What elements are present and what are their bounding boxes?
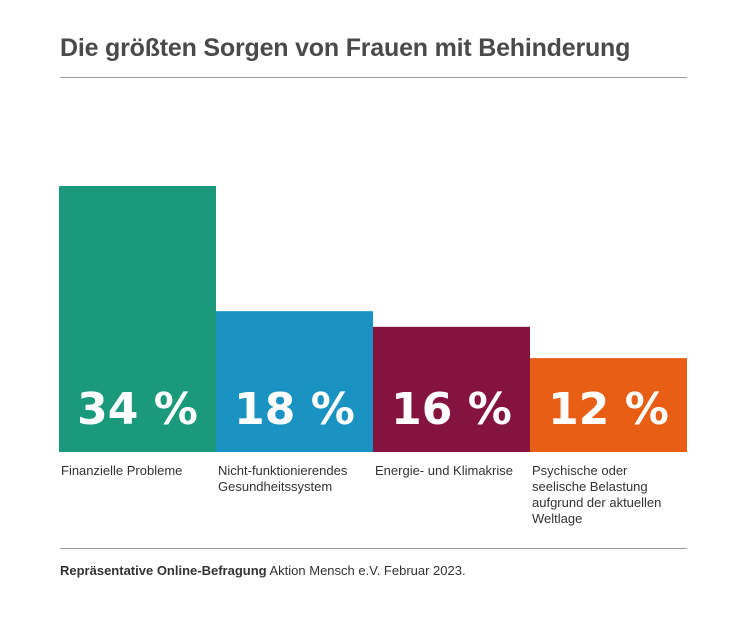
bar-value-label-3: 12 % — [548, 384, 669, 435]
category-label-1: Nicht-funktionierendes Gesundheitssystem — [218, 463, 348, 494]
bar-2 — [373, 326, 530, 452]
footer-divider — [60, 548, 687, 549]
bar-value-label-0: 34 % — [77, 384, 198, 435]
chart-title: Die größten Sorgen von Frauen mit Behind… — [60, 34, 631, 62]
bar-3 — [530, 358, 687, 452]
source-note: Repräsentative Online-Befragung Aktion M… — [60, 563, 466, 578]
source-rest: Aktion Mensch e.V. Februar 2023. — [266, 563, 466, 578]
category-label-0: Finanzielle Probleme — [61, 463, 183, 478]
bar-value-label-2: 16 % — [391, 384, 512, 435]
bar-value-label-1: 18 % — [234, 384, 355, 435]
title-divider — [60, 77, 687, 78]
bar-0 — [59, 186, 216, 452]
bar-chart: 34 % 18 % 16 % 12 % — [59, 186, 687, 452]
bar-1 — [216, 311, 373, 452]
category-label-3: Psychische oder seelische Belastung aufg… — [532, 463, 662, 526]
category-label-2: Energie- und Klimakrise — [375, 463, 514, 478]
source-bold: Repräsentative Online-Befragung — [60, 563, 267, 578]
